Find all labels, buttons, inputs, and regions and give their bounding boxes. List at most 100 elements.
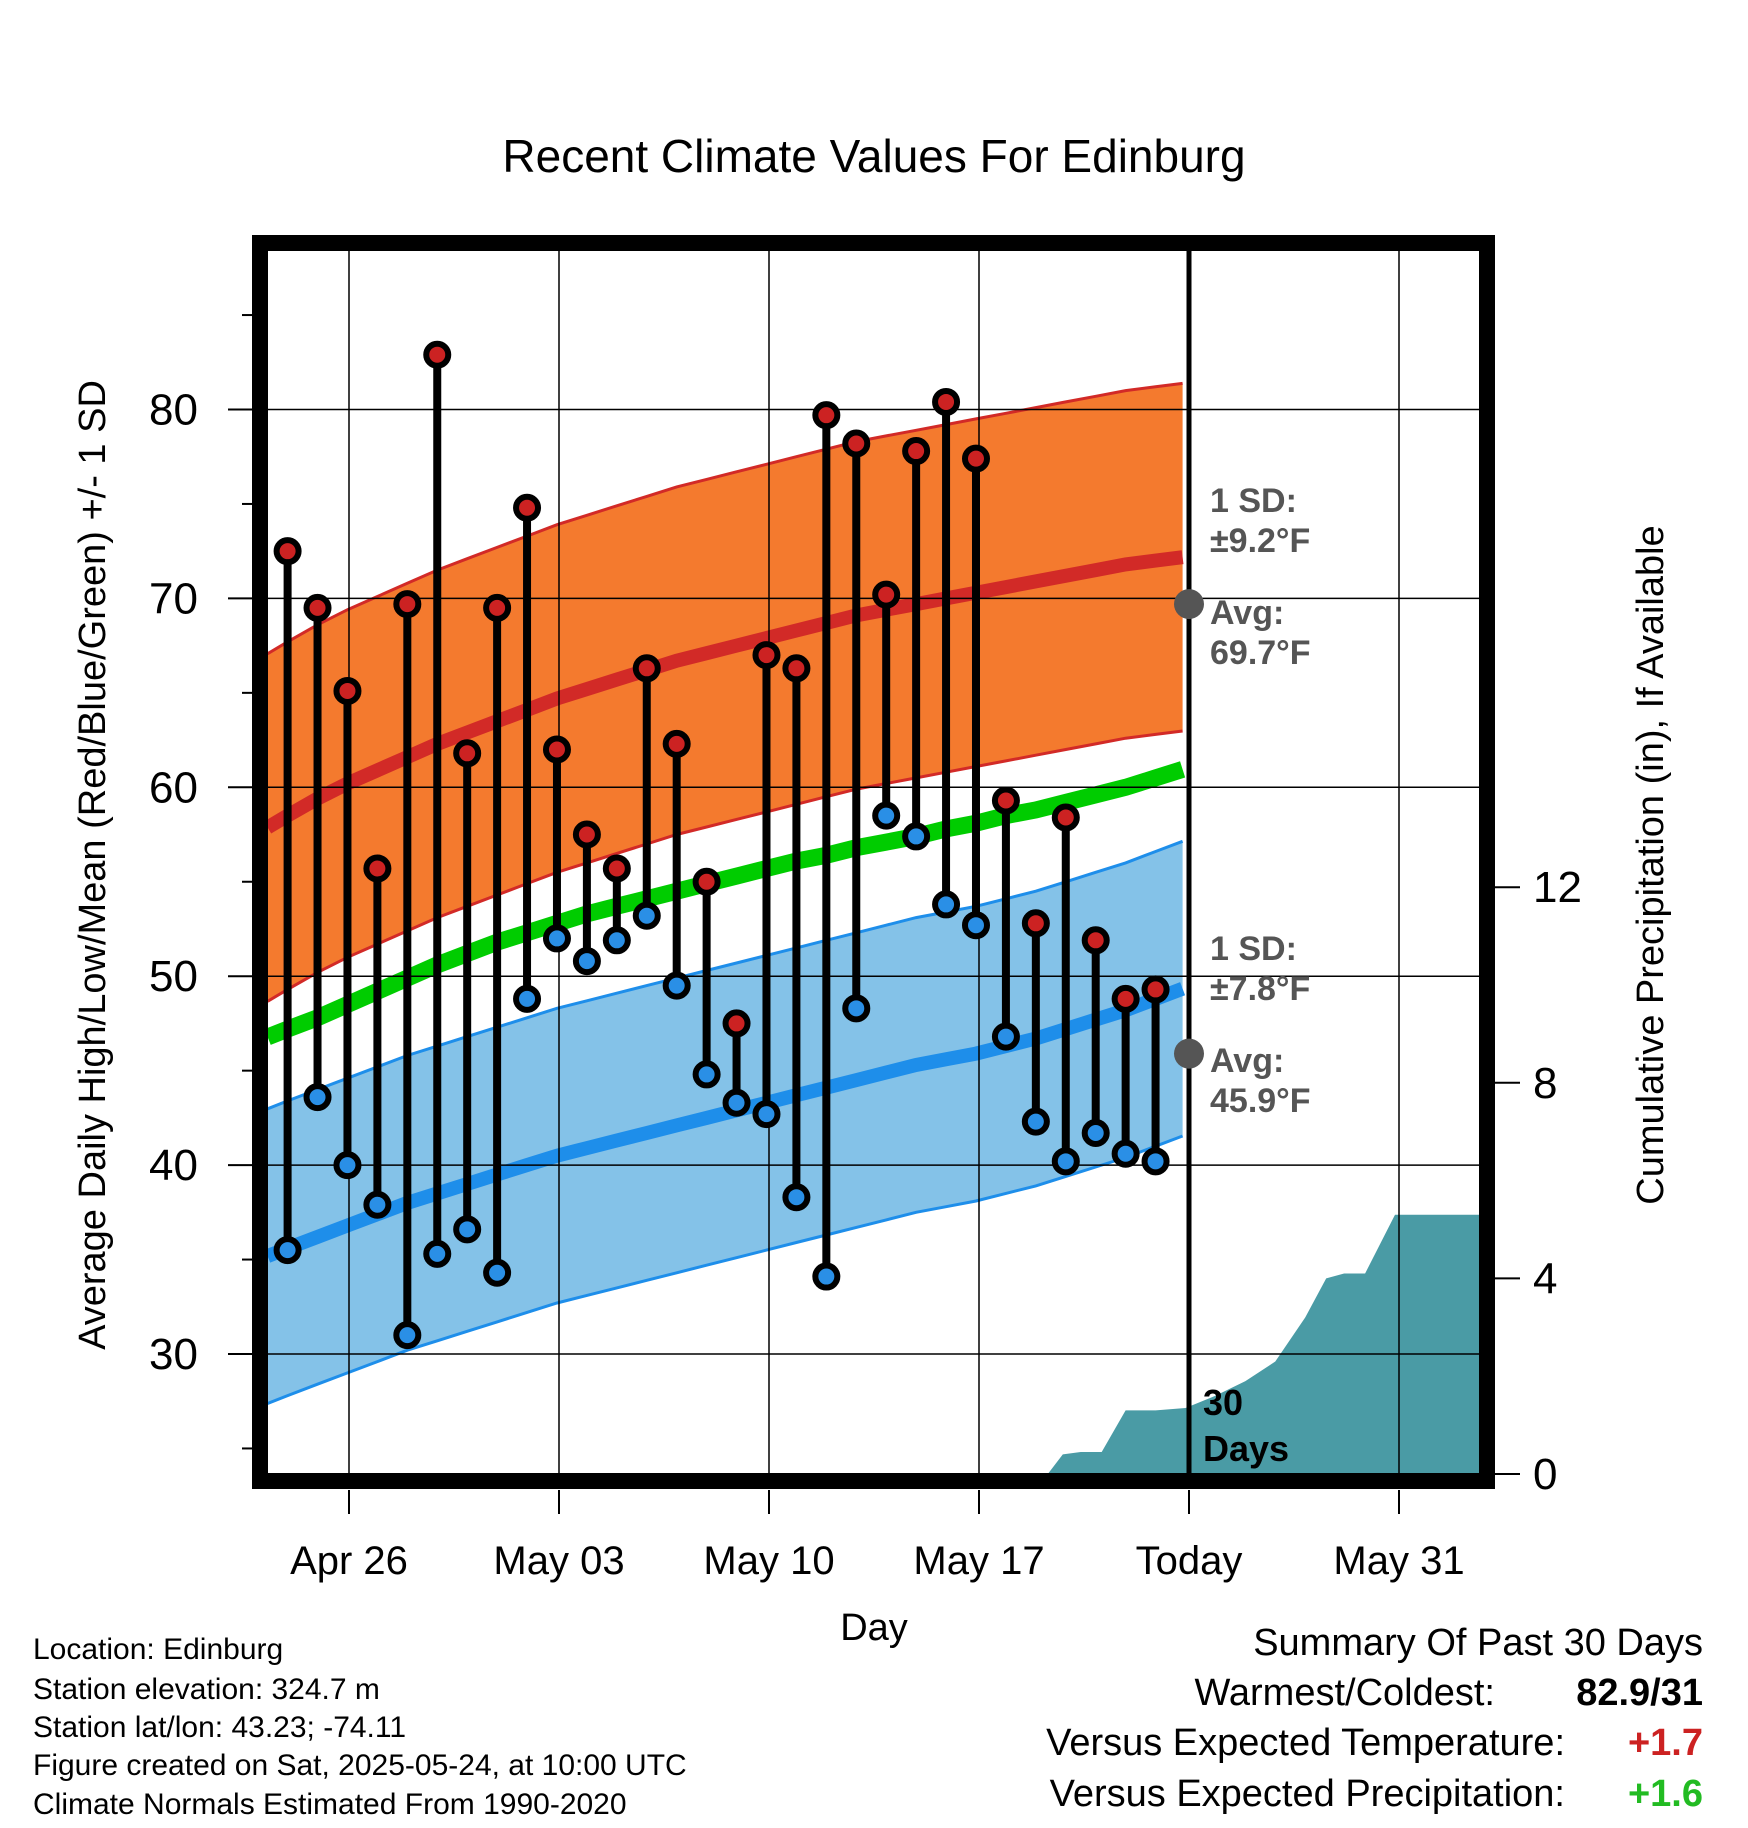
y-tick-label: 30: [149, 1330, 198, 1379]
high-point: [483, 593, 512, 622]
low-point: [722, 1088, 751, 1117]
high-point: [1111, 984, 1140, 1013]
low-point: [961, 911, 990, 940]
low-band-upper-edge: [268, 839, 1184, 1111]
high-point: [1141, 975, 1170, 1004]
x-tick-label: May 17: [913, 1539, 1044, 1583]
low-avg-line: [268, 982, 1186, 1263]
low-band-lower-edge: [268, 1134, 1184, 1405]
low-point: [1081, 1118, 1110, 1147]
band-annotation: 45.9°F: [1210, 1082, 1311, 1120]
high-point: [991, 786, 1020, 815]
x-tick-label: Apr 26: [290, 1539, 408, 1583]
y-axis-label: Average Daily High/Low/Mean (Red/Blue/Gr…: [72, 380, 114, 1350]
plot-frame: [252, 235, 1495, 1489]
high-point: [752, 641, 781, 670]
low-point: [333, 1151, 362, 1180]
high-today-marker: [1174, 589, 1204, 620]
high-point: [662, 729, 691, 758]
low-point: [602, 926, 631, 955]
info-elevation: Station elevation: 324.7 m: [33, 1673, 380, 1706]
high-point: [363, 854, 392, 883]
y-tick-label: 50: [149, 952, 198, 1001]
low-point: [453, 1215, 482, 1244]
high-point: [932, 387, 961, 416]
low-point: [1111, 1139, 1140, 1168]
y-tick-label: 80: [149, 386, 198, 435]
low-point: [842, 994, 871, 1023]
chart-title: Recent Climate Values For Edinburg: [502, 130, 1245, 182]
summary-temp-value: +1.7: [1627, 1722, 1703, 1764]
high-band-lower-edge: [268, 729, 1183, 1003]
low-point: [932, 890, 961, 919]
band-annotation: 1 SD:: [1210, 482, 1297, 520]
high-point: [393, 590, 422, 619]
x-tick-label: Today: [1136, 1539, 1243, 1583]
precip-area: [1035, 1175, 1480, 1474]
low-point: [902, 822, 931, 851]
x-axis-label: Day: [840, 1607, 908, 1649]
info-latlon: Station lat/lon: 43.23; -74.11: [33, 1711, 407, 1744]
high-avg-line: [268, 550, 1184, 834]
summary-temp-label: Versus Expected Temperature:: [1046, 1722, 1565, 1764]
low-point: [782, 1183, 811, 1212]
high-point: [542, 735, 571, 764]
high-point: [1081, 926, 1110, 955]
low-point: [363, 1190, 392, 1219]
high-point: [273, 537, 302, 566]
low-point: [542, 924, 571, 953]
summary-precip-label: Versus Expected Precipitation:: [1049, 1773, 1565, 1815]
high-point: [782, 654, 811, 683]
y2-tick-label: 4: [1533, 1254, 1557, 1303]
low-point: [303, 1083, 332, 1112]
low-today-marker: [1174, 1038, 1204, 1069]
y2-tick-label: 12: [1533, 863, 1582, 912]
band-annotation: 1 SD:: [1210, 930, 1297, 968]
high-point: [902, 437, 931, 466]
y-tick-label: 60: [149, 763, 198, 812]
x-tick-label: May 10: [703, 1539, 834, 1583]
axes-group: 30 40 50 60 70 80 0 4 8 12 Apr 26 May 03 May 10 May 1…: [149, 314, 1582, 1583]
high-point: [632, 654, 661, 683]
daily-points-group: [273, 340, 1204, 1350]
high-point: [423, 340, 452, 369]
summary-warmest-value: 82.9/31: [1576, 1672, 1703, 1714]
high-point: [453, 739, 482, 768]
high-point: [812, 401, 841, 430]
high-point: [1021, 909, 1050, 938]
high-band-upper-edge: [268, 381, 1183, 655]
low-point: [662, 971, 691, 1000]
low-point: [273, 1236, 302, 1265]
low-point: [991, 1022, 1020, 1051]
low-point: [423, 1239, 452, 1268]
y-tick-label: 70: [149, 574, 198, 623]
low-point: [483, 1258, 512, 1287]
x-tick-label: May 03: [493, 1539, 624, 1583]
low-point: [1021, 1107, 1050, 1136]
today-days-label: Days: [1203, 1428, 1289, 1469]
band-annotation: Avg:: [1210, 594, 1284, 632]
info-normals: Climate Normals Estimated From 1990-2020: [33, 1788, 627, 1821]
high-point: [722, 1009, 751, 1038]
low-point: [513, 984, 542, 1013]
y2-tick-label: 8: [1533, 1059, 1557, 1108]
today-days-label: 30: [1203, 1382, 1243, 1423]
y-tick-label: 40: [149, 1141, 198, 1190]
x-tick-label: May 31: [1333, 1539, 1464, 1583]
low-point: [393, 1321, 422, 1350]
high-point: [333, 676, 362, 705]
high-point: [1051, 803, 1080, 832]
y2-tick-label: 0: [1533, 1450, 1557, 1499]
summary-warmest-label: Warmest/Coldest:: [1194, 1672, 1495, 1714]
low-point: [872, 801, 901, 830]
high-point: [303, 593, 332, 622]
low-point: [572, 947, 601, 976]
summary-precip-value: +1.6: [1627, 1773, 1703, 1815]
high-point: [572, 820, 601, 849]
band-annotation: ±7.8°F: [1210, 970, 1310, 1008]
low-point: [692, 1060, 721, 1089]
high-point: [961, 444, 990, 473]
